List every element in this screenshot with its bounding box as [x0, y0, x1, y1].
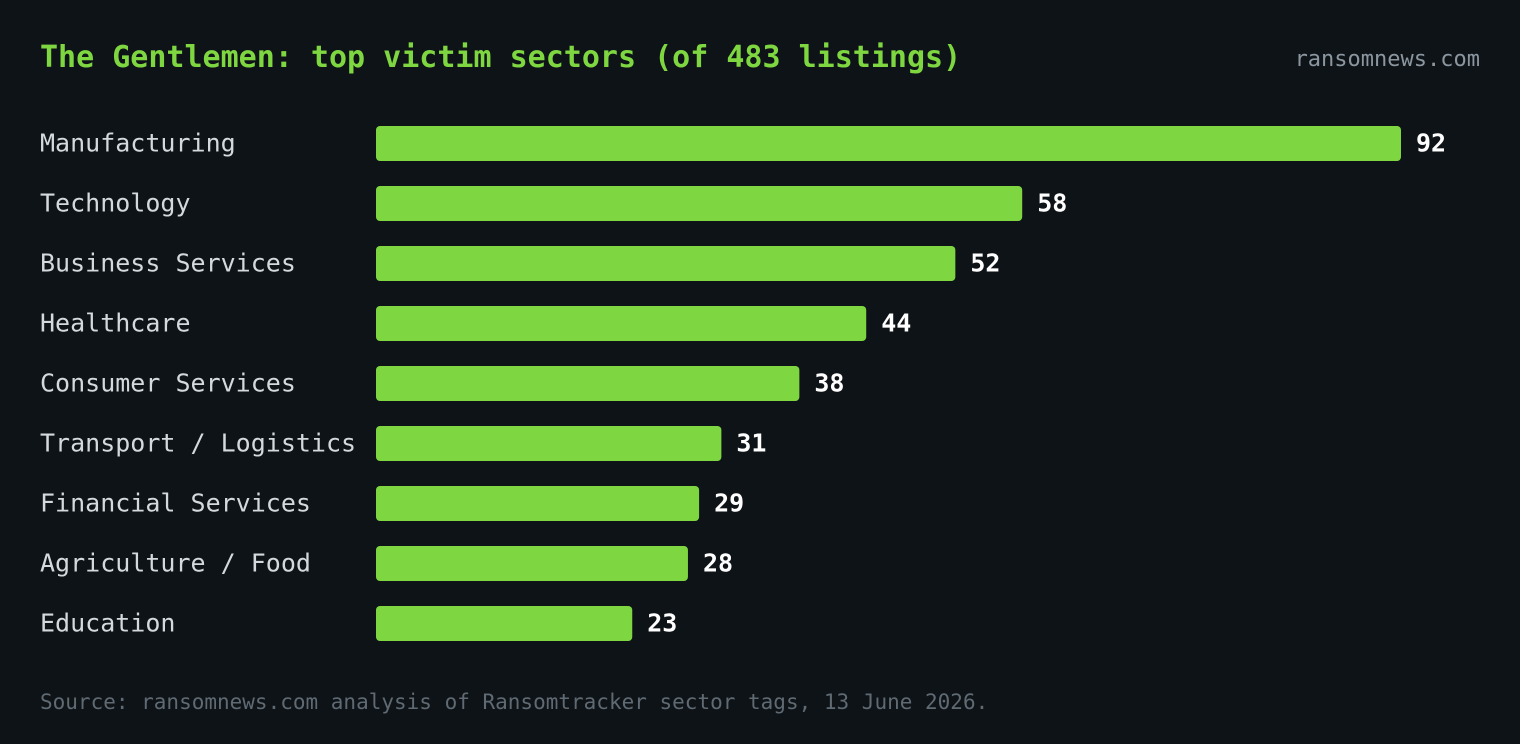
category-label: Education [40, 609, 175, 638]
bar-chart: Manufacturing 92 Technology 58 Business Serv… [40, 126, 1446, 641]
value-label: 28 [703, 549, 733, 578]
bar [376, 426, 722, 461]
value-label: 52 [970, 249, 1000, 278]
value-label: 23 [647, 609, 677, 638]
bar [376, 126, 1401, 161]
value-label: 38 [814, 369, 844, 398]
site-credit: ransomnews.com [1294, 47, 1480, 72]
category-label: Transport / Logistics [40, 429, 356, 458]
value-label: 31 [736, 429, 766, 458]
bar [376, 366, 800, 401]
bar [376, 306, 867, 341]
chart-header: The Gentlemen: top victim sectors (of 48… [40, 38, 1480, 82]
category-label: Business Services [40, 249, 296, 278]
value-label: 92 [1416, 129, 1446, 158]
value-label: 44 [881, 309, 911, 338]
category-label: Technology [40, 189, 191, 218]
bar [376, 486, 700, 521]
category-label: Financial Services [40, 489, 311, 518]
category-label: Healthcare [40, 309, 191, 338]
value-label: 29 [714, 489, 744, 518]
source-note: Source: ransomnews.com analysis of Ranso… [40, 690, 989, 714]
value-label: 58 [1037, 189, 1067, 218]
bar [376, 606, 633, 641]
bar [376, 546, 688, 581]
chart-title: The Gentlemen: top victim sectors (of 48… [40, 40, 962, 75]
bar [376, 246, 956, 281]
category-label: Manufacturing [40, 129, 236, 158]
category-label: Agriculture / Food [40, 549, 311, 578]
category-label: Consumer Services [40, 369, 296, 398]
bar [376, 186, 1023, 221]
